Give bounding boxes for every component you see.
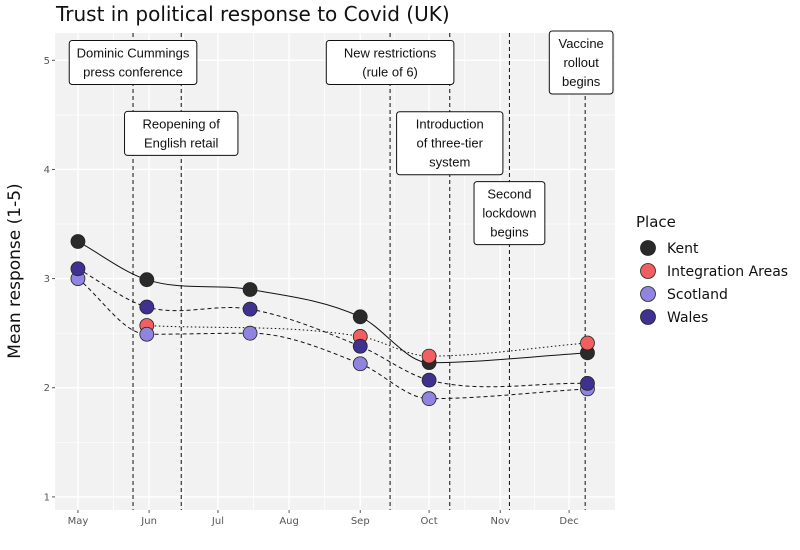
plot-area [55, 33, 615, 510]
legend-title: Place [636, 213, 676, 231]
legend-key [640, 263, 656, 279]
annotation-text: press conference [83, 64, 183, 79]
legend-label: Kent [667, 241, 699, 257]
annotation-text: English retail [144, 135, 219, 150]
annotation-box [548, 30, 614, 95]
data-point [580, 375, 595, 391]
data-point [242, 325, 258, 341]
annotation-box [473, 181, 546, 246]
x-tick-label: Sep [351, 516, 370, 527]
annotation-text: Dominic Cummings [77, 45, 190, 60]
data-point [352, 338, 368, 354]
data-point [421, 391, 437, 407]
annotation-text: Vaccine [559, 36, 604, 51]
x-tick-label: Dec [559, 516, 578, 527]
y-tick-label: 4 [44, 165, 50, 176]
y-tick-label: 2 [44, 383, 50, 394]
annotation-box [124, 110, 239, 156]
series-line [146, 325, 588, 357]
data-point [421, 348, 437, 364]
data-point [580, 335, 595, 351]
annotation-text: (rule of 6) [362, 64, 418, 79]
annotation-box [396, 111, 504, 176]
legend-label: Wales [667, 310, 708, 326]
data-point [352, 309, 368, 325]
annotation-text: rollout [563, 55, 599, 70]
axes: May Jun Jul Aug Sep Oct Nov Dec 1 2 3 4 5 [44, 56, 579, 527]
legend: Place Kent Integration Areas Scotland Wales [636, 213, 788, 326]
y-tick-label: 3 [44, 274, 50, 285]
y-tick-label: 5 [44, 56, 50, 67]
annotation-box [325, 39, 455, 85]
series-line [77, 278, 588, 400]
x-tick-label: Jun [140, 516, 157, 527]
annotation-text: Introduction [416, 117, 484, 132]
annotation-text: lockdown [482, 206, 536, 221]
x-tick-label: Aug [279, 516, 299, 527]
y-axis-label: Mean response (1-5) [5, 183, 25, 358]
annotation-text: begins [490, 225, 529, 240]
legend-label: Integration Areas [667, 264, 788, 280]
x-tick-label: Nov [490, 516, 510, 527]
x-tick-label: May [68, 516, 89, 527]
legend-key [640, 309, 656, 325]
event-annotations: Dominic Cummings press conference Reopenin… [68, 30, 614, 246]
x-tick-label: Oct [420, 516, 437, 527]
data-points [70, 234, 595, 407]
annotation-text: system [429, 155, 470, 170]
data-point [139, 326, 155, 342]
data-point [139, 299, 155, 315]
annotation-text: of three-tier [417, 136, 484, 151]
x-tick-label: Jul [211, 516, 224, 527]
legend-label: Scotland [667, 287, 728, 303]
chart-title: Trust in political response to Covid (UK… [55, 2, 450, 26]
data-point [242, 301, 258, 317]
data-point [352, 356, 368, 372]
data-point [242, 282, 258, 297]
annotation-text: New restrictions [344, 45, 437, 60]
annotation-text: Second [487, 187, 531, 202]
data-point [139, 272, 155, 288]
data-point [421, 372, 437, 388]
data-point [70, 261, 86, 277]
data-point [70, 234, 86, 249]
y-tick-label: 1 [44, 492, 50, 503]
annotation-box [68, 39, 198, 85]
legend-key [640, 286, 656, 302]
legend-key [640, 240, 656, 256]
annotation-text: Reopening of [143, 116, 221, 131]
annotation-text: begins [562, 74, 601, 89]
